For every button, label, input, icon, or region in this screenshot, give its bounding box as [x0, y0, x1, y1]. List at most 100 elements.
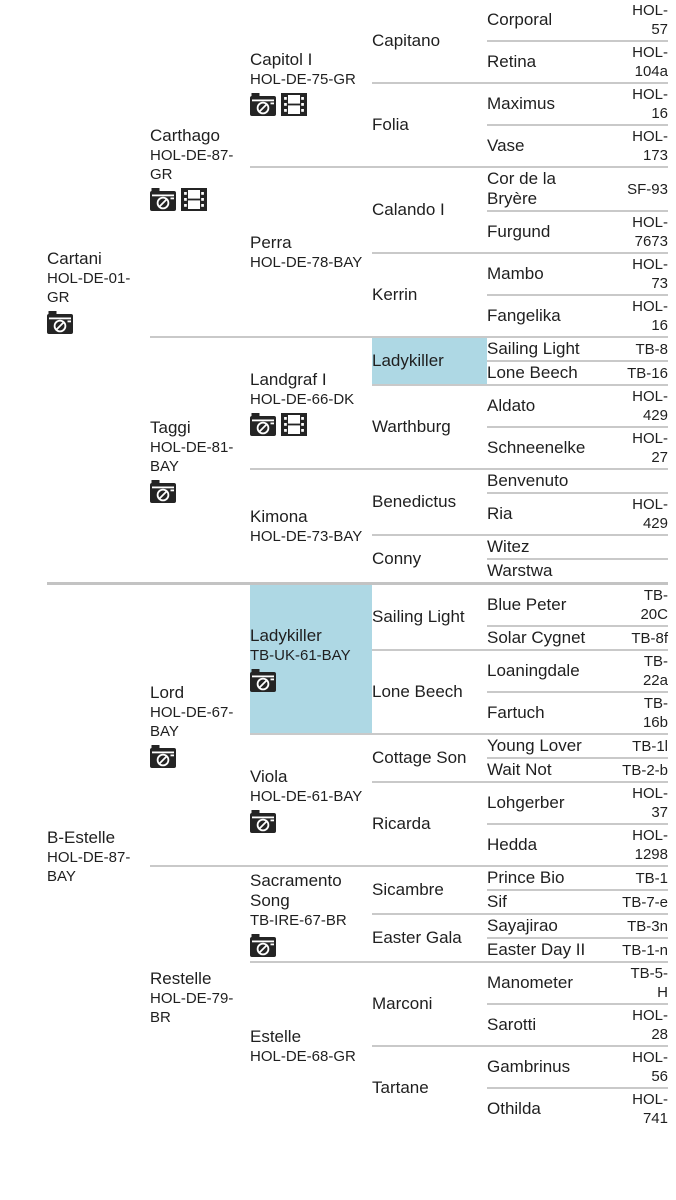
horse-name[interactable]: Cor de la Bryère — [487, 169, 556, 208]
pedigree-node-capitol-i[interactable]: Capitol I HOL-DE-75-GR — [250, 0, 372, 166]
horse-name[interactable]: Furgund — [487, 222, 551, 241]
divider — [487, 124, 668, 126]
pedigree-leaf-hedda: Hedda HOL-1298 — [487, 825, 668, 865]
pedigree-node-kimona[interactable]: Kimona HOL-DE-73-BAY — [250, 470, 372, 582]
horse-name[interactable]: Sayajirao — [487, 916, 558, 935]
pedigree-node-capitano[interactable]: Capitano — [372, 0, 487, 82]
film-icon[interactable] — [181, 187, 207, 211]
pedigree-leaf-fartuch: Fartuch TB-16b — [487, 693, 668, 733]
camera-icon[interactable] — [250, 934, 276, 957]
studbook-code: HOL-57 — [632, 2, 668, 38]
horse-name[interactable]: Wait Not — [487, 760, 552, 779]
camera-icon[interactable] — [150, 187, 176, 211]
studbook-code: TB-UK-61-BAY — [250, 647, 351, 664]
horse-name: Estelle — [250, 1026, 302, 1046]
horse-name[interactable]: Fartuch — [487, 703, 545, 722]
pedigree-node-ladykiller[interactable]: Ladykiller TB-UK-61-BAY — [250, 585, 372, 733]
pedigree-branch-sicambre: Sicambre Prince Bio TB-1 Sif TB-7-e — [372, 867, 668, 913]
pedigree-children: Marconi Manometer TB-5-H Sarotti HOL-28 Tarta… — [372, 963, 668, 1129]
pedigree-leaf-corporal: Corporal HOL-57 — [487, 0, 668, 40]
studbook-code: TB-5-H — [630, 965, 669, 1001]
horse-name: Warthburg — [372, 417, 451, 436]
pedigree-branch-sailing-light: Sailing Light Blue Peter TB-20C Solar Cygne… — [372, 585, 668, 649]
horse-name[interactable]: Witez — [487, 537, 530, 556]
horse-name[interactable]: Mambo — [487, 264, 544, 283]
camera-icon[interactable] — [150, 744, 176, 768]
horse-name[interactable]: Lone Beech — [487, 363, 578, 382]
studbook-code: HOL-DE-79-BR — [150, 990, 234, 1026]
horse-name[interactable]: Manometer — [487, 973, 573, 992]
horse-name[interactable]: Aldato — [487, 396, 536, 415]
pedigree-branch-viola: Viola HOL-DE-61-BAY Cottage Son Young Lover… — [250, 735, 668, 865]
pedigree-node-sacramento-song[interactable]: Sacramento Song TB-IRE-67-BR — [250, 867, 372, 961]
media-icons — [250, 810, 368, 833]
horse-name: B-Estelle — [47, 828, 116, 847]
studbook-code: HOL-56 — [632, 1049, 668, 1085]
horse-name[interactable]: Gambrinus — [487, 1057, 571, 1076]
divider — [150, 336, 668, 338]
pedigree-leaf-young-lover: Young Lover TB-1l — [487, 735, 668, 757]
horse-name[interactable]: Sarotti — [487, 1015, 537, 1034]
pedigree-node-easter-gala[interactable]: Easter Gala — [372, 915, 487, 961]
pedigree-node-folia[interactable]: Folia — [372, 84, 487, 166]
horse-name[interactable]: Easter Day II — [487, 940, 586, 959]
horse-name: Lone Beech — [372, 682, 463, 701]
pedigree-node-viola[interactable]: Viola HOL-DE-61-BAY — [250, 735, 372, 865]
pedigree-node-lord[interactable]: Lord HOL-DE-67-BAY — [150, 585, 250, 865]
pedigree-node-benedictus[interactable]: Benedictus — [372, 470, 487, 534]
horse-name[interactable]: Corporal — [487, 10, 553, 29]
studbook-code: HOL-429 — [632, 388, 668, 424]
horse-name[interactable]: Vase — [487, 136, 525, 155]
horse-name[interactable]: Schneenelke — [487, 438, 586, 457]
pedigree-node-marconi[interactable]: Marconi — [372, 963, 487, 1045]
film-icon[interactable] — [281, 413, 307, 436]
camera-icon[interactable] — [47, 310, 73, 334]
pedigree-node-sailing-light[interactable]: Sailing Light — [372, 585, 487, 649]
pedigree-node-lone-beech[interactable]: Lone Beech — [372, 651, 487, 733]
pedigree-node-sicambre[interactable]: Sicambre — [372, 867, 487, 913]
pedigree-node-cottage-son[interactable]: Cottage Son — [372, 735, 487, 781]
horse-name[interactable]: Benvenuto — [487, 471, 569, 490]
horse-name[interactable]: Fangelika — [487, 306, 561, 325]
camera-icon[interactable] — [250, 810, 276, 833]
horse-name[interactable]: Sailing Light — [487, 339, 580, 358]
pedigree-node-carthago[interactable]: Carthago HOL-DE-87-GR — [150, 0, 250, 336]
horse-name[interactable]: Othilda — [487, 1099, 541, 1118]
pedigree-node-taggi[interactable]: Taggi HOL-DE-81-BAY — [150, 338, 250, 582]
pedigree-node-calando-i[interactable]: Calando I — [372, 168, 487, 252]
horse-name[interactable]: Hedda — [487, 835, 538, 854]
pedigree-node-warthburg[interactable]: Warthburg — [372, 386, 487, 468]
pedigree-node-tartane[interactable]: Tartane — [372, 1047, 487, 1129]
horse-name: Landgraf I — [250, 370, 327, 389]
camera-icon[interactable] — [250, 413, 276, 436]
media-icons — [250, 934, 368, 957]
pedigree-node-b-estelle[interactable]: B-Estelle HOL-DE-87-BAY — [47, 585, 150, 1129]
media-icons — [150, 187, 246, 211]
pedigree-node-landgraf-i[interactable]: Landgraf I HOL-DE-66-DK — [250, 338, 372, 468]
pedigree-node-ricarda[interactable]: Ricarda — [372, 783, 487, 865]
horse-name[interactable]: Loaningdale — [487, 661, 580, 680]
horse-name[interactable]: Retina — [487, 52, 537, 71]
pedigree-node-perra[interactable]: Perra HOL-DE-78-BAY — [250, 168, 372, 336]
horse-name[interactable]: Young Lover — [487, 736, 582, 755]
horse-name[interactable]: Lohgerber — [487, 793, 565, 812]
camera-icon[interactable] — [250, 93, 276, 116]
pedigree-node-cartani[interactable]: Cartani HOL-DE-01-GR — [47, 0, 150, 582]
horse-name[interactable]: Ria — [487, 504, 513, 523]
pedigree-node-estelle[interactable]: Estelle HOL-DE-68-GR — [250, 963, 372, 1129]
horse-name[interactable]: Sif — [487, 892, 507, 911]
pedigree-node-kerrin[interactable]: Kerrin — [372, 254, 487, 336]
horse-name[interactable]: Blue Peter — [487, 595, 567, 614]
pedigree-node-restelle[interactable]: Restelle HOL-DE-79-BR — [150, 867, 250, 1129]
pedigree-node-conny[interactable]: Conny — [372, 536, 487, 582]
camera-icon[interactable] — [250, 669, 276, 692]
horse-name[interactable]: Prince Bio — [487, 868, 565, 887]
horse-name[interactable]: Solar Cygnet — [487, 628, 586, 647]
studbook-code: TB-8f — [631, 629, 668, 647]
film-icon[interactable] — [281, 93, 307, 116]
horse-name[interactable]: Maximus — [487, 94, 556, 113]
horse-name[interactable]: Warstwa — [487, 561, 553, 580]
camera-icon[interactable] — [150, 479, 176, 503]
pedigree-chart: Cartani HOL-DE-01-GR Carthago HOL-DE-87-GR C… — [47, 0, 668, 1129]
pedigree-node-ladykiller[interactable]: Ladykiller — [372, 338, 487, 384]
